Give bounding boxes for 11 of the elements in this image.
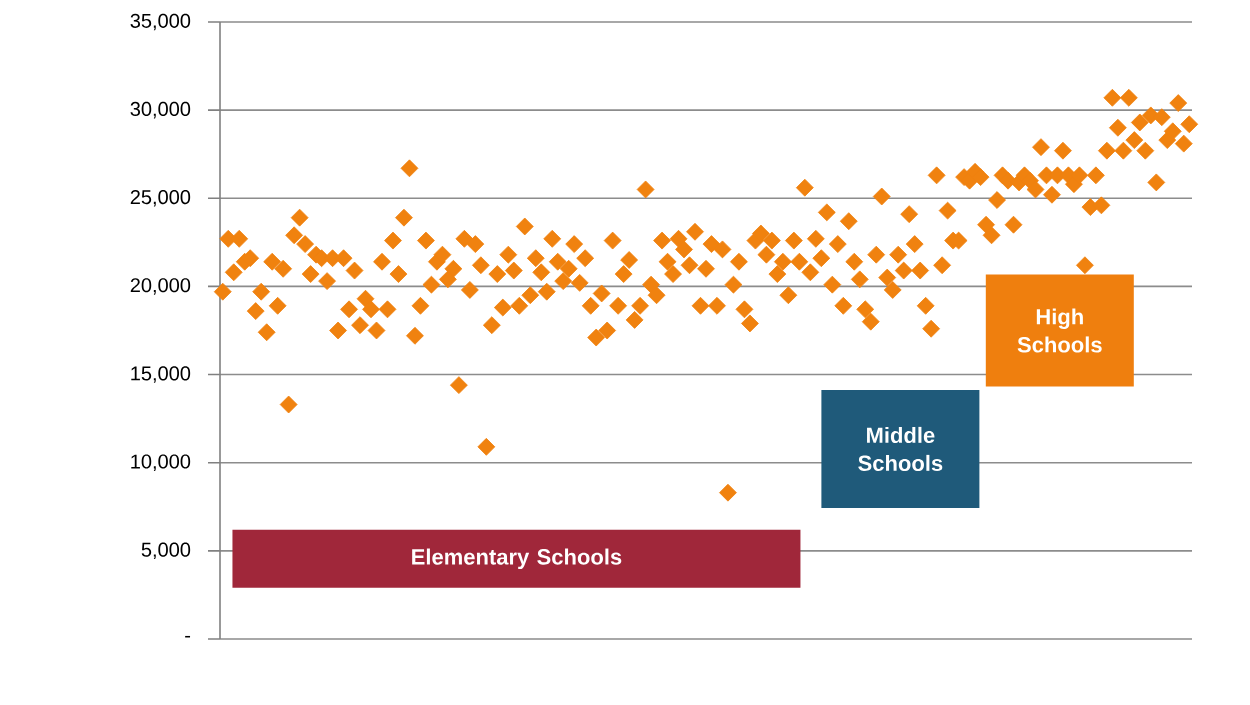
y-tick-label: 10,000 (131, 454, 191, 471)
y-tick-label: 35,000 (130, 13, 191, 31)
y-tick-label: 15,000 (131, 366, 191, 383)
y-tick-label: 30,000 (130, 101, 191, 119)
y-tick-label: 5,000 (141, 542, 191, 560)
y-tick-label: 25,000 (130, 190, 191, 207)
annotation: Elementary Schools (412, 548, 622, 570)
y-tick-label: 20,000 (130, 278, 191, 295)
annotation: High Schools (1017, 308, 1102, 353)
y-tick-label: - (185, 635, 191, 638)
annotation: Middle Schools (858, 426, 943, 472)
